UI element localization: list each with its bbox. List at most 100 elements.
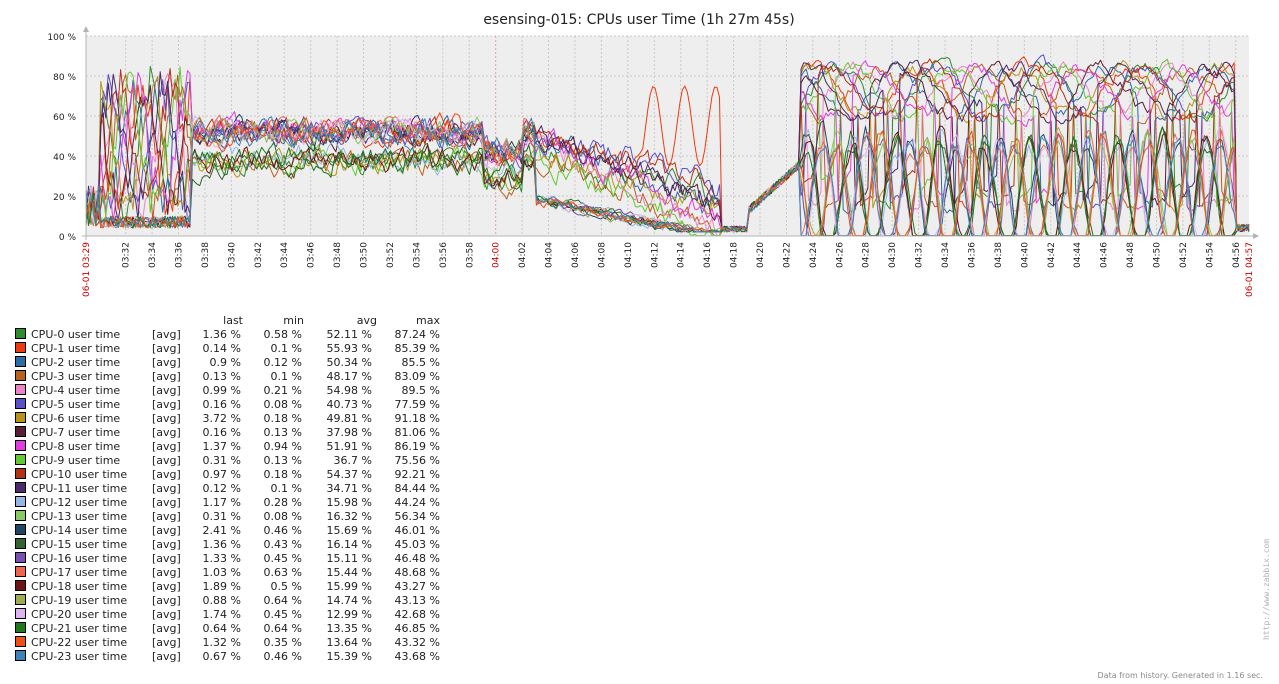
footer-note: Data from history. Generated in 1.16 sec… [1097, 671, 1263, 680]
legend-max: 45.03 % [394, 538, 440, 551]
x-tick-label: 03:36 [175, 242, 185, 268]
chart-title: esensing-015: CPUs user Time (1h 27m 45s… [483, 12, 794, 28]
legend-max: 43.32 % [394, 636, 440, 649]
legend-series-name: CPU-4 user time [31, 384, 121, 397]
legend-func: [avg] [152, 650, 181, 663]
series-line [85, 116, 1250, 237]
legend-avg: 13.64 % [326, 636, 372, 649]
legend-swatch [15, 524, 26, 535]
legend-min: 0.13 % [263, 426, 302, 439]
legend-func: [avg] [152, 412, 181, 425]
x-tick-label: 04:16 [703, 242, 713, 268]
legend-last: 1.32 % [202, 636, 241, 649]
legend-min: 0.08 % [263, 510, 302, 523]
legend-last: 0.31 % [202, 510, 241, 523]
legend-series-name: CPU-0 user time [31, 328, 121, 341]
legend-func: [avg] [152, 398, 181, 411]
legend-series-name: CPU-14 user time [31, 524, 128, 537]
legend-swatch [15, 510, 26, 521]
legend-max: 92.21 % [394, 468, 440, 481]
y-axis-arrow [83, 26, 89, 32]
legend-series-name: CPU-16 user time [31, 552, 128, 565]
legend-last: 0.97 % [202, 468, 241, 481]
legend-series-name: CPU-10 user time [31, 468, 128, 481]
legend-series-name: CPU-15 user time [31, 538, 128, 551]
legend-last: 1.37 % [202, 440, 241, 453]
legend-swatch [15, 440, 26, 451]
legend-min: 0.18 % [263, 468, 302, 481]
legend-func: [avg] [152, 566, 181, 579]
legend-avg: 12.99 % [326, 608, 372, 621]
series-line [85, 116, 1250, 237]
legend-last: 1.89 % [202, 580, 241, 593]
y-tick-label: 20 % [53, 193, 76, 203]
legend-func: [avg] [152, 622, 181, 635]
legend-min: 0.35 % [263, 636, 302, 649]
x-tick-label: 03:38 [201, 242, 211, 268]
legend-swatch [15, 398, 26, 409]
legend-swatch [15, 482, 26, 493]
legend-func: [avg] [152, 454, 181, 467]
legend-avg: 48.17 % [326, 370, 372, 383]
series-line [85, 60, 1250, 233]
legend-series-name: CPU-13 user time [31, 510, 128, 523]
x-tick-label: 04:02 [518, 242, 528, 268]
legend-series-name: CPU-2 user time [31, 356, 121, 369]
legend-func: [avg] [152, 510, 181, 523]
legend-max: 43.27 % [394, 580, 440, 593]
legend-max: 46.85 % [394, 622, 440, 635]
legend-last: 0.9 % [209, 356, 241, 369]
x-tick-label: 04:10 [624, 242, 634, 268]
axes: 0 % 20 % 40 % 60 % 80 % 100 % 03:32 03:34 03:36 0… [47, 26, 1259, 297]
legend-max: 89.5 % [401, 384, 440, 397]
legend-swatch [15, 636, 26, 647]
legend-last: 0.13 % [202, 370, 241, 383]
legend-swatch [15, 552, 26, 563]
legend-avg: 16.32 % [326, 510, 372, 523]
legend-series-name: CPU-17 user time [31, 566, 128, 579]
legend-last: 1.33 % [202, 552, 241, 565]
legend-max: 42.68 % [394, 608, 440, 621]
legend-last: 0.12 % [202, 482, 241, 495]
x-tick-label: 04:12 [650, 242, 660, 268]
legend-last: 0.16 % [202, 398, 241, 411]
x-tick-label: 03:58 [465, 242, 475, 268]
series-line [85, 114, 1249, 237]
legend-series-name: CPU-3 user time [31, 370, 121, 383]
legend-min: 0.45 % [263, 608, 302, 621]
legend-min: 0.1 % [270, 342, 302, 355]
x-tick-label: 04:18 [730, 242, 740, 268]
x-tick-label: 04:54 [1205, 242, 1215, 268]
x-tick-label: 03:42 [254, 242, 264, 268]
legend-series-name: CPU-9 user time [31, 454, 121, 467]
legend-max: 48.68 % [394, 566, 440, 579]
legend-avg: 55.93 % [326, 342, 372, 355]
legend-last: 0.31 % [202, 454, 241, 467]
legend-avg: 15.39 % [326, 650, 372, 663]
legend-avg: 49.81 % [326, 412, 372, 425]
legend-max: 56.34 % [394, 510, 440, 523]
legend-swatch [15, 594, 26, 605]
x-tick-label: 04:36 [967, 242, 977, 268]
x-tick-label: 06-01 04:57 [1245, 242, 1255, 297]
legend-last: 2.41 % [202, 524, 241, 537]
legend-series-name: CPU-19 user time [31, 594, 128, 607]
legend-func: [avg] [152, 552, 181, 565]
x-tick-label: 04:14 [677, 242, 687, 268]
series-line [85, 58, 1250, 237]
legend-swatch [15, 566, 26, 577]
legend-max: 77.59 % [394, 398, 440, 411]
legend-swatch [15, 468, 26, 479]
legend-min: 0.46 % [263, 524, 302, 537]
legend-series-name: CPU-7 user time [31, 426, 121, 439]
legend-min: 0.46 % [263, 650, 302, 663]
x-tick-label: 06-01 03:29 [82, 242, 92, 297]
legend-avg: 13.35 % [326, 622, 372, 635]
legend-last: 0.16 % [202, 426, 241, 439]
legend-swatch [15, 580, 26, 591]
legend-series-name: CPU-21 user time [31, 622, 128, 635]
y-tick-label: 0 % [59, 233, 77, 243]
legend-func: [avg] [152, 440, 181, 453]
x-tick-label: 03:44 [280, 242, 290, 268]
